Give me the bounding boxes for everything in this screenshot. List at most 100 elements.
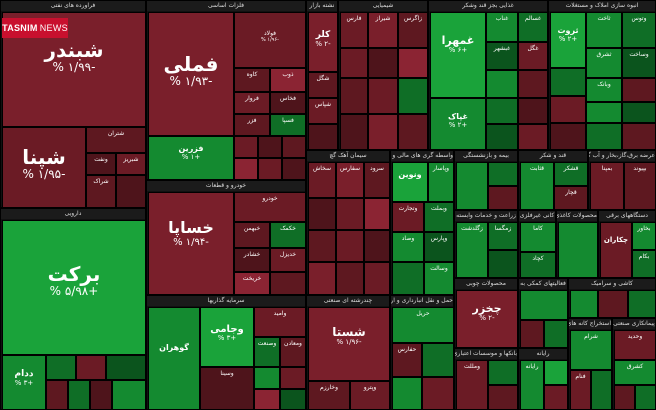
tile-bekhir[interactable]: بکام [632, 250, 655, 277]
sector-computer[interactable]: رایانه رایانه [518, 348, 568, 410]
sector-support[interactable]: فعالیتهای کمکی به [518, 278, 568, 348]
sector-cement[interactable]: سیمان آهک گچ سخاش سفارس سرود [306, 150, 390, 295]
sector-sugar[interactable]: قند و شکر قثابت قشکر قچار [518, 150, 588, 210]
sector-pharma[interactable]: دارویی برکت +۵/۹۸ % ددام +۳ % [0, 208, 146, 410]
sector-transport[interactable]: حمل و نقل انبارداری و ارتباطات حریل حفار… [390, 295, 454, 410]
tile-small[interactable] [488, 250, 517, 277]
tile-small[interactable] [116, 175, 145, 207]
tile-small[interactable] [270, 272, 305, 294]
tile-small[interactable] [368, 78, 398, 114]
tile-vegohar[interactable]: گوهران [148, 307, 200, 409]
tile-small[interactable] [488, 360, 517, 385]
tile-shapna[interactable]: شپنا -۱/۹۵ % [2, 127, 86, 207]
tile-small[interactable] [488, 186, 517, 209]
tile-sefars[interactable]: سفارس [336, 162, 364, 198]
tile-small[interactable] [46, 380, 68, 409]
sector-metals[interactable]: فلزات اساسی فملی -۱/۹۳ % فولاد -۱/۹۶ % کاو… [146, 0, 306, 180]
tile-small[interactable] [598, 290, 628, 317]
tile-ghegol[interactable]: غگل [518, 42, 547, 70]
sector-multi-industrial[interactable]: چندرشته ای صنعتی شستا -۱/۹۶ % وخارزم وپتر… [306, 295, 390, 410]
tile-small[interactable] [422, 343, 453, 377]
tile-small[interactable] [308, 262, 336, 294]
tile-shepas[interactable]: شپاس [308, 98, 337, 124]
tile-bepiva[interactable]: بپیوند [624, 162, 655, 209]
sector-realestate[interactable]: انبوه سازی املاک و مستغلات ثروت +۲ % ثاخت… [548, 0, 656, 150]
tile-small[interactable] [586, 102, 622, 123]
sector-investment[interactable]: سرمایه گذاریها گوهران وجامی +۳ % وامید وص… [146, 295, 306, 410]
tile-kherikhet[interactable]: خریخت [234, 272, 270, 294]
tile-ghamhra[interactable]: غمهرا +۶ % [430, 12, 486, 98]
tile-small[interactable] [308, 230, 336, 262]
sector-food[interactable]: غذایی بجز قند وشکر غمهرا +۶ % غناب غسالم … [428, 0, 548, 150]
tile-hhafari[interactable]: حفارس [392, 343, 422, 377]
tile-fenam[interactable]: فنام [570, 370, 591, 409]
tile-fazar[interactable]: فزر [234, 114, 270, 136]
tile-small[interactable] [591, 370, 611, 409]
tile-shiraz[interactable]: شیراز [368, 12, 398, 48]
tile-sharam[interactable]: شرام [570, 330, 611, 370]
tile-small[interactable] [544, 385, 567, 409]
tile-dedam[interactable]: ددام +۳ % [2, 355, 46, 409]
tile-small[interactable] [486, 70, 518, 98]
tile-small[interactable] [106, 355, 145, 380]
tile-sharag[interactable]: شراک [86, 175, 116, 207]
tile-small[interactable] [364, 198, 389, 230]
tile-small[interactable] [586, 123, 622, 149]
tile-keshra[interactable]: کشرق [614, 360, 655, 385]
sector-paper[interactable]: محصولات کاغذی [556, 210, 598, 278]
tile-small[interactable] [628, 290, 655, 317]
tile-kheshad[interactable]: خشادر [234, 248, 270, 272]
sector-tile-ceramic[interactable]: کاشی و سرامیک [568, 278, 656, 318]
tile-small[interactable] [520, 290, 567, 320]
tile-small[interactable] [392, 262, 424, 294]
sector-utilities[interactable]: عرضه برق،گاز،بخار و آب گرم بمپنا بپیوند [588, 150, 656, 210]
tile-small[interactable] [336, 230, 364, 262]
tile-ghechar[interactable]: قچار [554, 186, 587, 209]
tile-vegostar[interactable]: وتجارت [392, 202, 424, 232]
tile-small[interactable] [570, 290, 598, 317]
tile-vebahman[interactable]: وبملت [424, 202, 453, 232]
tile-ghesal[interactable]: غسالم [518, 12, 547, 42]
tile-vekhavar[interactable]: وسالت [424, 262, 453, 294]
tile-small[interactable] [364, 230, 389, 262]
sector-banks[interactable]: بانکها و موسسات اعتباری ومللت [454, 348, 518, 410]
tile-small[interactable] [46, 355, 76, 380]
tile-small[interactable] [622, 78, 655, 102]
tile-small[interactable] [518, 70, 547, 98]
tile-small[interactable] [280, 389, 305, 409]
tile-bemapna[interactable]: بمپنا [590, 162, 624, 209]
tile-small[interactable] [486, 98, 518, 124]
tile-small[interactable] [308, 198, 336, 230]
tile-small[interactable] [308, 124, 337, 149]
tile-small[interactable] [392, 377, 422, 409]
tile-khedizel[interactable]: خدیزل [270, 248, 305, 272]
sector-insurance[interactable]: بیمه و بازنشستگی [454, 150, 518, 210]
tile-small[interactable] [364, 262, 389, 294]
tile-shegol[interactable]: شگل [308, 72, 337, 98]
tile-small[interactable] [398, 78, 427, 114]
tile-kaveh[interactable]: کاوه [234, 68, 270, 92]
tile-zegrbe[interactable]: زگلدشت [456, 222, 488, 277]
tile-ghepak[interactable]: غپاک +۲ % [430, 98, 486, 149]
tile-small[interactable] [258, 158, 282, 179]
tile-small[interactable] [282, 136, 305, 158]
tile-kola[interactable]: کلر -۲ % [308, 12, 337, 72]
tile-khecomit[interactable]: خکمک [270, 222, 305, 248]
tile-kakhdar[interactable]: کاما [520, 222, 555, 252]
tile-khebahman[interactable]: خبهمن [234, 222, 270, 248]
tile-thervat[interactable]: ثروت +۲ % [550, 12, 586, 68]
sector-chemical[interactable]: شیمیایی فارس شیراز زاگرس [338, 0, 428, 150]
tile-saroud[interactable]: سرود [364, 162, 389, 198]
tile-vesakh[interactable]: وساخت [622, 48, 655, 78]
tile-small[interactable] [282, 158, 305, 179]
tile-small[interactable] [520, 320, 544, 347]
sector-agriculture[interactable]: زراعت و خدمات وابسته زگلدشت زمگسا [454, 210, 518, 278]
tile-vesapa[interactable]: وصاد [392, 232, 424, 262]
tile-small[interactable] [488, 162, 517, 186]
sector-electrical[interactable]: دستگاههای برقی چکاران بخاور بکام [598, 210, 656, 278]
tile-shasta[interactable]: شستا -۱/۹۶ % [308, 307, 389, 381]
tile-ghebesh[interactable]: غبشهر [486, 42, 518, 70]
sector-market-filler[interactable]: نشته بازار کلر -۲ % شگل شپاس [306, 0, 338, 150]
tile-small[interactable] [340, 78, 368, 114]
tile-small[interactable] [254, 367, 280, 389]
